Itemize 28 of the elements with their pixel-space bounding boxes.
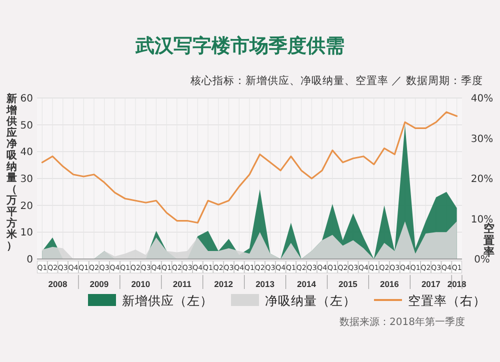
y-tick-label: 60	[20, 94, 33, 104]
chart-subtitle: 核心指标：新增供应、净吸纳量、空置率 ／ 数据周期：季度	[189, 74, 483, 87]
text: 2017	[421, 279, 441, 289]
text: 2016	[380, 279, 400, 289]
y-tick-label: 50	[20, 120, 33, 132]
chart-title: 武汉写字楼市场季度供需	[134, 35, 344, 57]
source-note: 数据来源：2018年第一季度	[340, 316, 465, 328]
text: 2011	[172, 279, 192, 289]
text: 2013	[256, 279, 275, 289]
y-tick-label: 0	[26, 254, 33, 266]
y2-tick-label: 20%	[470, 174, 494, 185]
text: 2012	[214, 279, 234, 289]
y-tick-label: 30	[20, 174, 33, 185]
y2-tick-label: 30%	[470, 134, 494, 145]
text: 2014	[297, 279, 316, 289]
text: 2018	[447, 279, 467, 289]
y2-tick-label: 40%	[470, 94, 494, 104]
legend-label: 净吸纳量（左）	[265, 293, 356, 308]
legend-label: 新增供应（左）	[122, 293, 213, 308]
legend-label: 空置率（右）	[408, 293, 486, 308]
text: 2009	[90, 279, 109, 289]
y-tick-label: 40	[20, 147, 33, 158]
y-tick-label: 20	[20, 200, 33, 212]
y-tick-label: 10	[20, 228, 33, 239]
text: 2008	[48, 279, 68, 289]
text: 2010	[131, 279, 150, 289]
text: 2015	[338, 279, 358, 289]
text: 新增供应净吸纳量（万平方米）	[6, 93, 18, 252]
